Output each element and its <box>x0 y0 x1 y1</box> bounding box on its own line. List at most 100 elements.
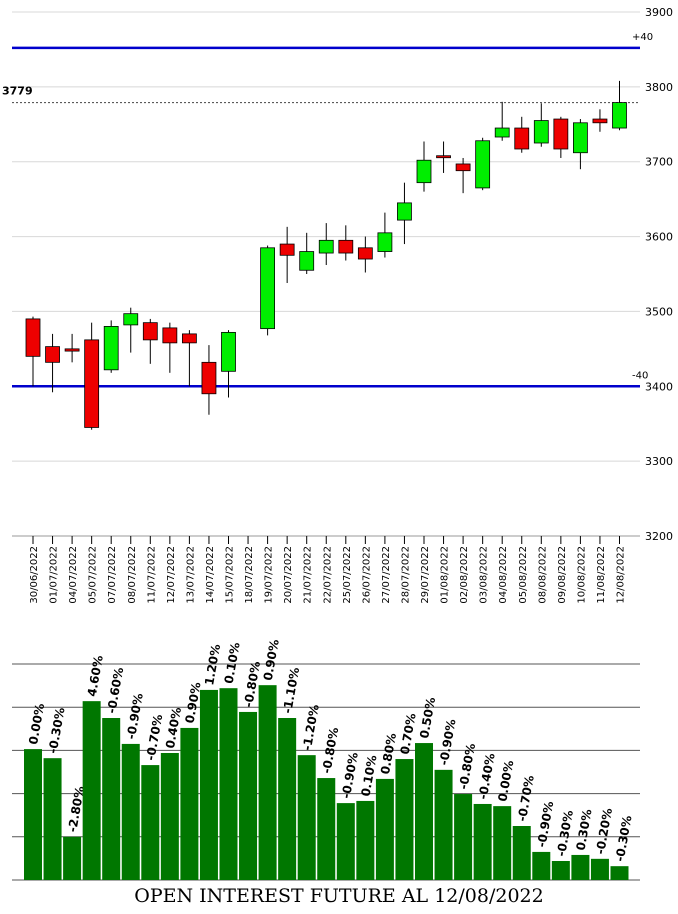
x-tick-label: 08/08/2022 <box>537 546 548 604</box>
x-tick-label: 08/07/2022 <box>127 546 138 604</box>
x-tick-label: 19/07/2022 <box>264 546 275 604</box>
bar-label: -0.70% <box>515 774 537 822</box>
x-tick-label: 27/07/2022 <box>381 546 392 604</box>
candle-body <box>45 346 60 363</box>
y-tick-label: 3700 <box>645 156 673 169</box>
bar <box>493 806 512 880</box>
candle-body <box>338 239 354 254</box>
bar <box>43 758 62 880</box>
x-tick-label: 13/07/2022 <box>185 546 196 604</box>
candle-body <box>397 202 412 221</box>
candle-body <box>377 232 393 252</box>
y-tick-label: 3200 <box>645 530 673 543</box>
x-tick-label: 01/08/2022 <box>440 546 451 604</box>
x-tick-label: 21/07/2022 <box>303 546 314 604</box>
x-tick-label: 22/07/2022 <box>322 546 333 604</box>
reference-label: -40 <box>632 370 648 381</box>
y-tick-label: 3300 <box>645 455 673 468</box>
bar <box>356 800 375 880</box>
bar <box>258 685 277 880</box>
candle-body <box>318 239 334 254</box>
candle-body <box>279 243 295 256</box>
bar <box>512 826 531 880</box>
x-tick-label: 09/08/2022 <box>557 546 568 604</box>
candle-body <box>25 318 41 357</box>
bar-label: -0.20% <box>593 807 615 855</box>
bar <box>590 858 609 880</box>
x-tick-label: 07/07/2022 <box>107 546 118 604</box>
last-price-label: 3779 <box>2 85 33 98</box>
candle-body <box>299 251 315 271</box>
bar <box>317 778 336 880</box>
bar <box>375 778 394 880</box>
candle-body <box>260 247 276 330</box>
reference-label: +40 <box>632 32 653 43</box>
bar-label: -0.90% <box>437 718 459 766</box>
bar <box>180 727 199 880</box>
candle-body <box>514 127 530 150</box>
chart-title: OPEN INTEREST FUTURE AL 12/08/2022 <box>134 885 543 907</box>
x-tick-label: 02/08/2022 <box>459 546 470 604</box>
bar-label: 0.00% <box>495 759 516 802</box>
x-tick-label: 12/08/2022 <box>616 546 627 604</box>
bar <box>278 718 297 880</box>
x-tick-label: 15/07/2022 <box>225 546 236 604</box>
bar-label: 0.10% <box>222 641 243 684</box>
x-tick-label: 25/07/2022 <box>342 546 353 604</box>
bar <box>571 854 590 880</box>
candle-body <box>436 155 451 159</box>
bar-label: -0.90% <box>339 751 361 799</box>
candle-body <box>533 120 549 144</box>
x-tick-label: 12/07/2022 <box>166 546 177 604</box>
candle-body <box>357 247 373 260</box>
x-tick-label: 05/07/2022 <box>88 546 99 604</box>
y-tick-label: 3600 <box>645 231 673 244</box>
x-tick-label: 10/08/2022 <box>576 546 587 604</box>
x-tick-label: 01/07/2022 <box>49 546 60 604</box>
y-tick-label: 3400 <box>645 380 673 393</box>
x-tick-label: 29/07/2022 <box>420 546 431 604</box>
bar <box>454 794 473 880</box>
bar-label: 1.20% <box>202 643 223 686</box>
bar-label: -0.30% <box>46 706 68 754</box>
x-tick-label: 11/08/2022 <box>596 546 607 604</box>
bar <box>297 755 316 880</box>
bar <box>160 752 179 880</box>
x-tick-label: 18/07/2022 <box>244 546 255 604</box>
bar <box>121 743 140 880</box>
candle-body <box>64 348 80 352</box>
candle-body <box>103 325 119 371</box>
x-tick-label: 20/07/2022 <box>283 546 294 604</box>
candle-body <box>201 361 217 395</box>
bar <box>434 769 453 880</box>
bar-label: 4.60% <box>85 654 106 697</box>
bar-label: -0.30% <box>554 809 576 857</box>
x-tick-label: 28/07/2022 <box>400 546 411 604</box>
candle-body <box>416 159 432 184</box>
candle-body <box>123 313 139 326</box>
bar <box>395 759 414 880</box>
bar-label: 0.90% <box>261 638 282 681</box>
candle-body <box>181 333 197 344</box>
bar <box>219 688 238 880</box>
bar-label: -1.20% <box>300 703 322 751</box>
candle-body <box>84 339 100 428</box>
candle-body <box>494 127 510 138</box>
x-tick-label: 03/08/2022 <box>479 546 490 604</box>
candle-body <box>553 118 569 150</box>
bar <box>141 765 160 880</box>
bar <box>63 836 82 880</box>
bar <box>239 711 258 880</box>
bar-label: 0.00% <box>26 702 47 745</box>
bar-label: -0.90% <box>534 800 556 848</box>
bar <box>199 689 218 880</box>
candle-body <box>221 331 236 372</box>
candle-body <box>592 118 608 124</box>
bar-label: 0.30% <box>574 808 595 851</box>
bar <box>551 860 570 880</box>
y-tick-label: 3800 <box>645 81 673 94</box>
bar <box>532 851 551 880</box>
y-tick-label: 3900 <box>645 6 673 19</box>
bar <box>336 803 355 880</box>
